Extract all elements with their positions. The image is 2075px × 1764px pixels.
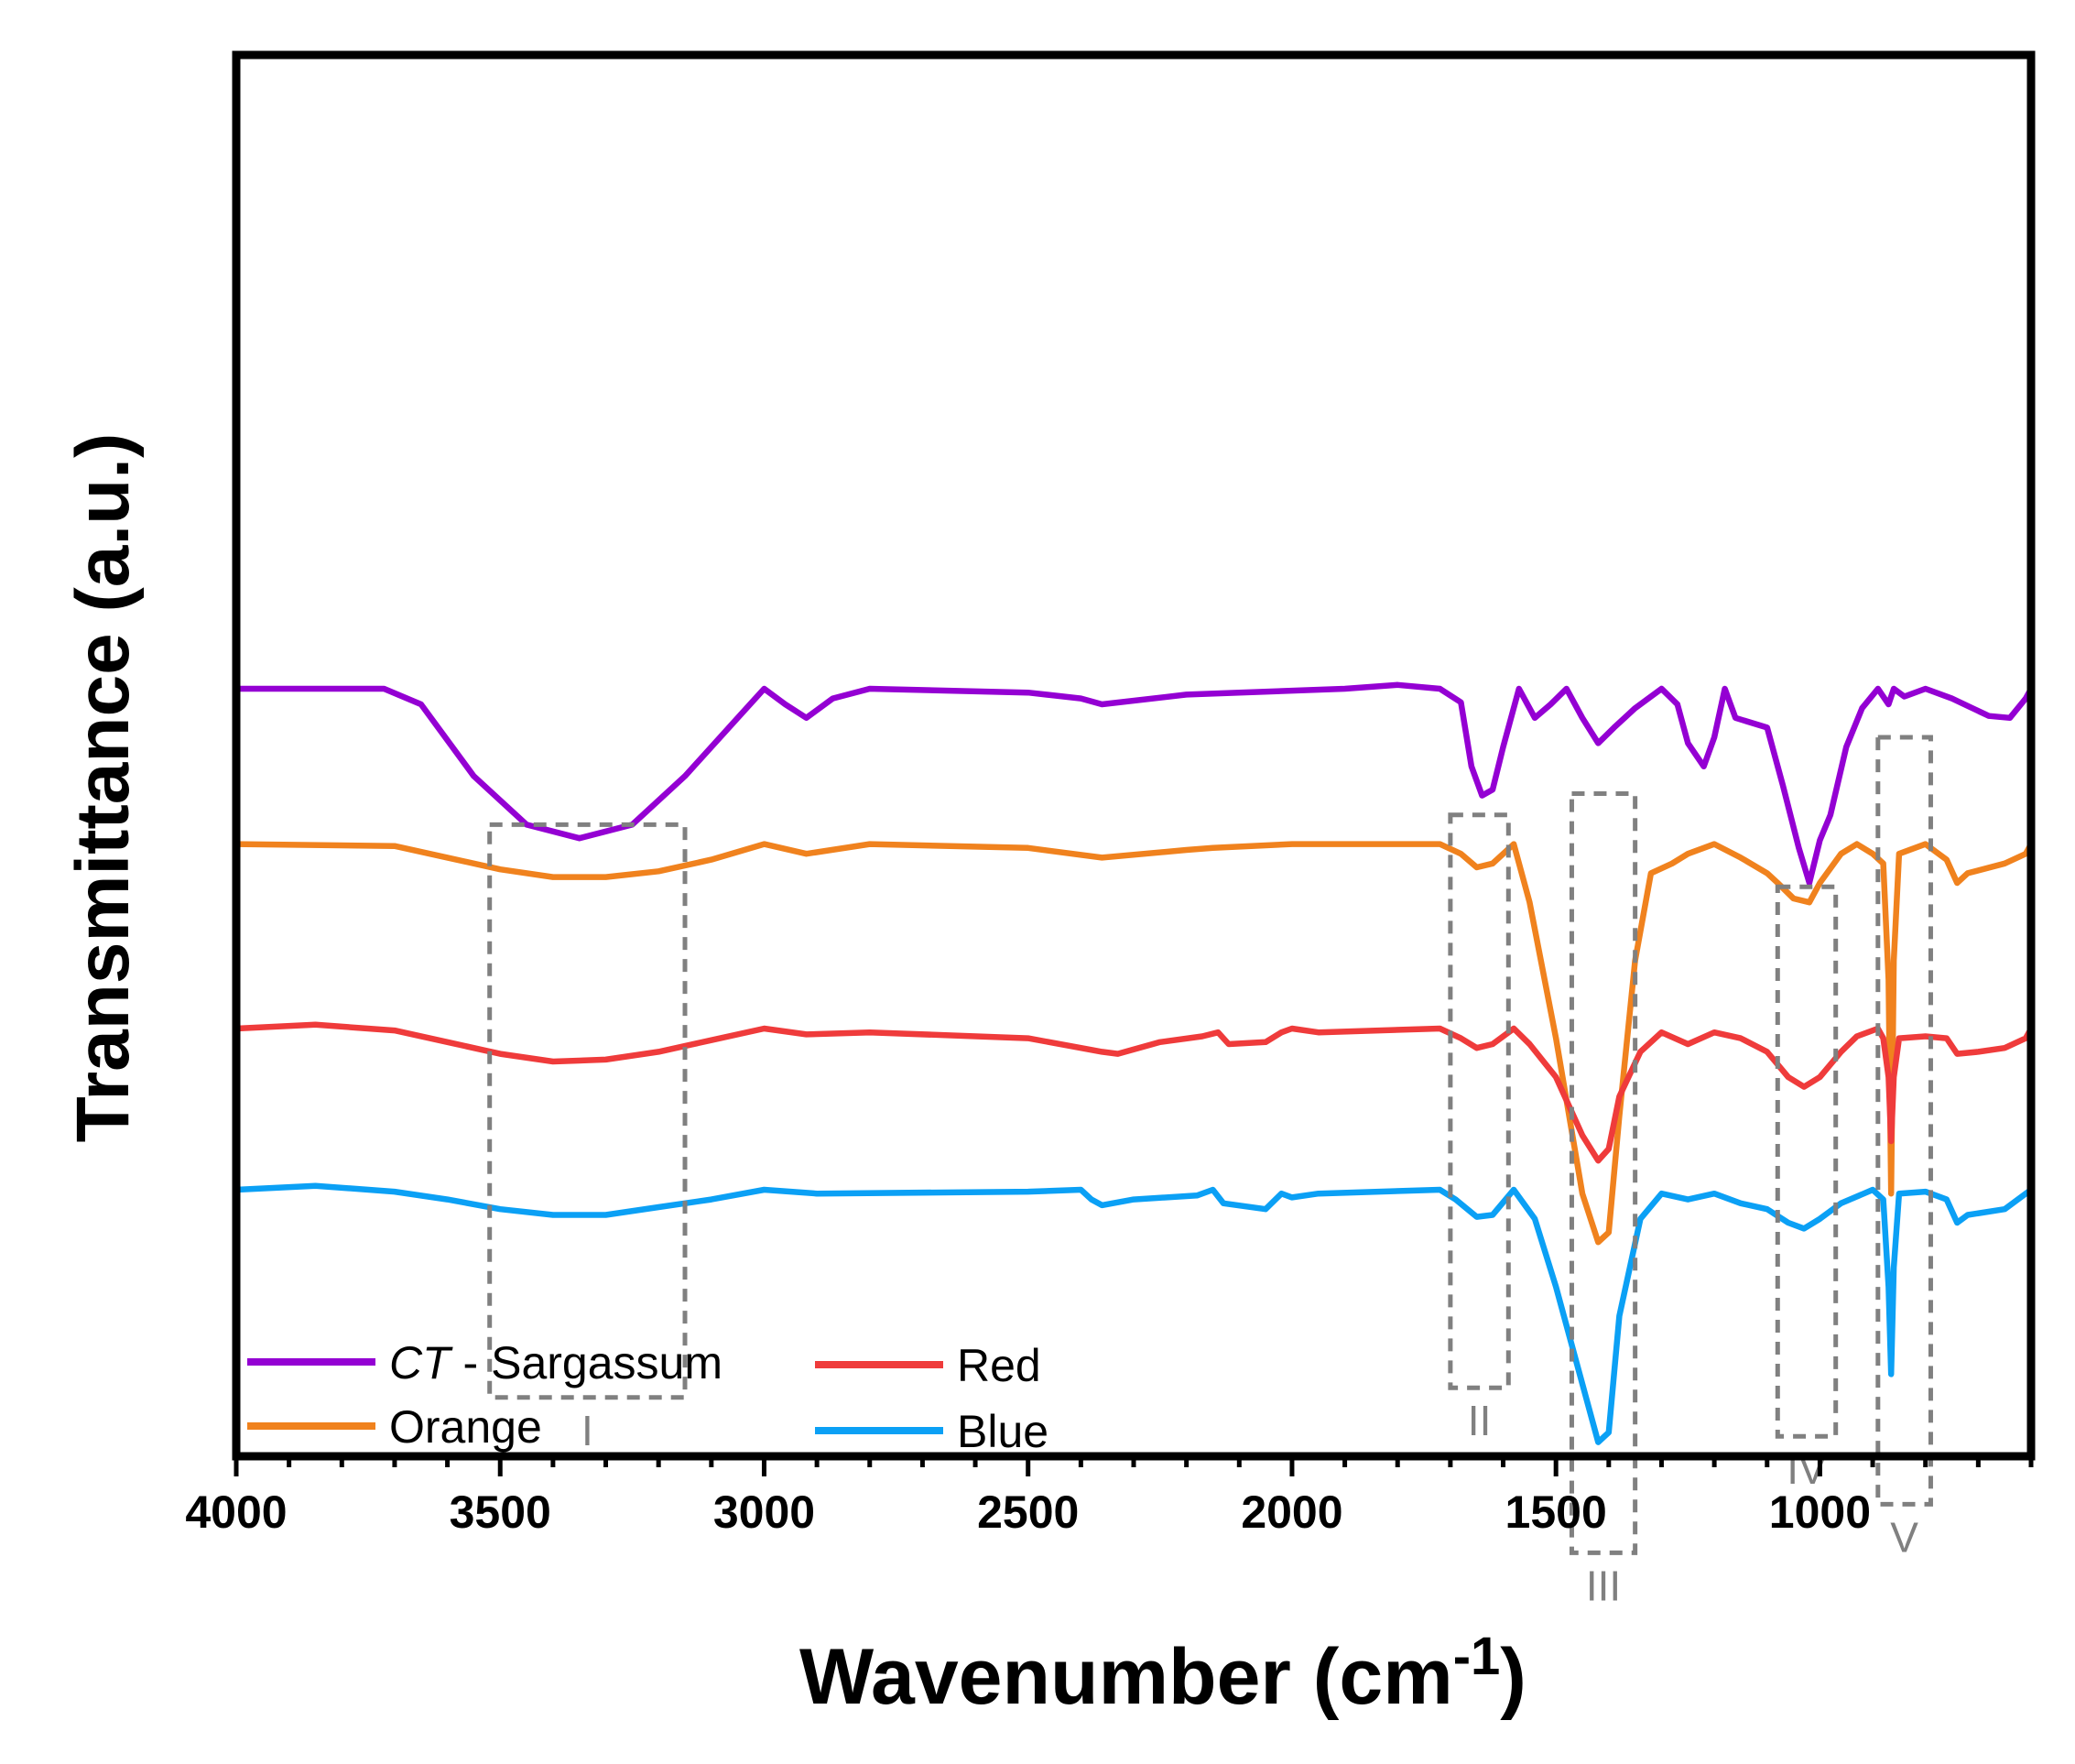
x-tick-label-1000: 1000: [1769, 1486, 1871, 1538]
series-line-orange: [233, 841, 2035, 1246]
x-tick-label-2000: 2000: [1241, 1486, 1342, 1538]
legend-label-red: Red: [957, 1340, 1041, 1391]
y-axis-label: Transmittance (a.u.): [61, 433, 145, 1143]
plot-frame: [232, 50, 2036, 1461]
x-tick-label-4000: 4000: [185, 1486, 287, 1538]
x-tick-label-3500: 3500: [450, 1486, 551, 1538]
legend: CT - Sargassum Orange Red Blue: [247, 1337, 1048, 1457]
region-box-ii: [1448, 812, 1511, 1390]
region-label-ii: II: [1468, 1397, 1492, 1444]
region-label-iii: III: [1586, 1562, 1621, 1609]
legend-label-blue: Blue: [957, 1406, 1048, 1457]
series-layer: [233, 681, 2035, 1445]
x-axis-label: Wavenumber (cm-1): [799, 1627, 1526, 1722]
region-box-v: [1875, 735, 1933, 1507]
x-axis-ticks: [234, 1456, 2034, 1476]
region-label-i: I: [581, 1407, 593, 1454]
series-line-ct-sargassum: [233, 681, 2035, 887]
x-tick-label-1500: 1500: [1505, 1486, 1607, 1538]
x-tick-label-2500: 2500: [977, 1486, 1079, 1538]
legend-label-orange: Orange: [389, 1401, 542, 1453]
x-axis-label-sup: -1: [1453, 1627, 1501, 1686]
region-box-i: [487, 822, 688, 1400]
region-box-iv: [1775, 884, 1839, 1439]
series-line-blue: [233, 1182, 2035, 1445]
region-label-v: V: [1890, 1513, 1918, 1561]
x-tick-label-3000: 3000: [713, 1486, 815, 1538]
x-axis-tick-labels: 4000 3500 3000 2500 2000 1500 1000: [185, 1486, 1871, 1538]
region-box-iii: [1569, 790, 1638, 1555]
legend-label-ct-sargassum: CT - Sargassum: [389, 1337, 722, 1388]
series-line-red: [233, 1021, 2035, 1164]
